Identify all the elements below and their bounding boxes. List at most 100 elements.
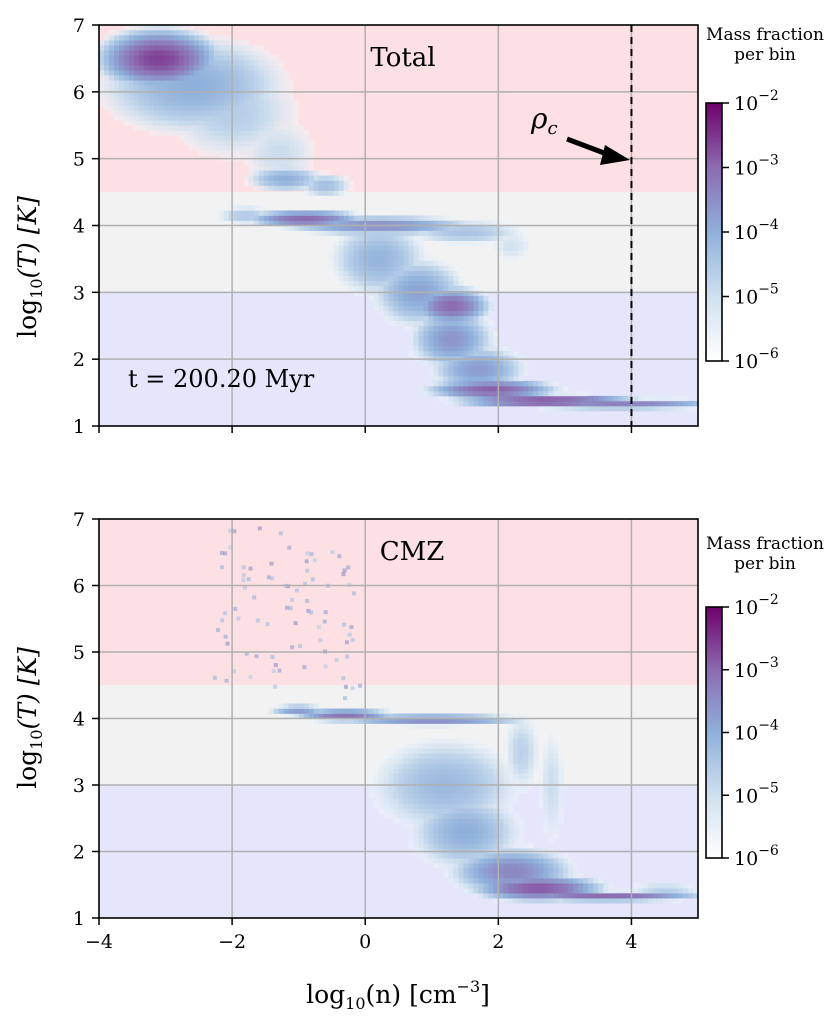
heatmap-cell (633, 395, 639, 402)
heatmap-cell (393, 235, 399, 241)
heatmap-cell (270, 576, 275, 581)
heatmap-cell (543, 878, 549, 884)
heatmap-cell (568, 390, 574, 397)
heatmap-cell (233, 205, 240, 211)
heatmap-cell (403, 823, 409, 829)
heatmap-cell (463, 723, 469, 729)
heatmap-cell (423, 310, 429, 317)
heatmap-cell (278, 60, 285, 66)
heatmap-cell (263, 90, 270, 96)
heatmap-cell (289, 597, 294, 602)
heatmap-cell (448, 300, 454, 307)
heatmap-cell (268, 105, 275, 111)
heatmap-cell (458, 753, 464, 759)
heatmap-cell (203, 130, 210, 136)
heatmap-cell (343, 270, 349, 277)
heatmap-cell (283, 110, 290, 116)
heatmap-cell (378, 305, 384, 312)
heatmap-cell (433, 385, 439, 392)
heatmap-cell (118, 100, 125, 106)
colorbar-tick-label: 10−6 (734, 843, 779, 870)
heatmap-cell (428, 793, 434, 799)
heatmap-cell (178, 110, 185, 116)
heatmap-cell (603, 883, 609, 889)
heatmap-cell (403, 225, 409, 231)
heatmap-cell (503, 808, 509, 814)
heatmap-cell (503, 380, 509, 387)
heatmap-cell (458, 858, 464, 864)
heatmap-cell (318, 195, 325, 201)
heatmap-cell (473, 220, 479, 226)
heatmap-cell (473, 823, 479, 829)
heatmap-cell (493, 365, 499, 372)
heatmap-cell (528, 738, 534, 744)
heatmap-cell (503, 225, 509, 231)
heatmap-cell (273, 80, 280, 86)
heatmap-cell (268, 60, 275, 66)
heatmap-cell (218, 35, 225, 41)
heatmap-cell (668, 898, 674, 904)
heatmap-cell (473, 748, 479, 754)
heatmap-cell (508, 868, 514, 874)
heatmap-cell (538, 763, 544, 769)
heatmap-cell (463, 818, 469, 824)
heatmap-cell (553, 898, 559, 904)
heatmap-cell (428, 260, 434, 266)
heatmap-cell (483, 315, 489, 322)
heatmap-cell (343, 190, 349, 196)
heatmap-cell (233, 105, 240, 111)
heatmap-cell (513, 868, 519, 874)
heatmap-cell (513, 898, 519, 904)
heatmap-cell (278, 140, 285, 146)
heatmap-cell (423, 843, 429, 849)
heatmap-cell (533, 728, 539, 734)
heatmap-cell (453, 375, 459, 382)
heatmap-cell (418, 280, 424, 287)
heatmap-cell (223, 90, 230, 96)
heatmap-cell (378, 778, 384, 784)
heatmap-cell (388, 220, 394, 226)
heatmap-cell (408, 340, 414, 347)
heatmap-cell (518, 400, 524, 407)
heatmap-cell (463, 240, 469, 246)
heatmap-cell (458, 315, 464, 322)
heatmap-cell (413, 295, 419, 302)
heatmap-cell (123, 40, 130, 46)
heatmap-cell (423, 235, 429, 241)
heatmap-cell (443, 280, 449, 287)
heatmap-cell (153, 80, 160, 86)
heatmap-cell (188, 40, 195, 46)
heatmap-cell (423, 290, 429, 297)
heatmap-cell (538, 788, 544, 794)
heatmap-cell (313, 175, 320, 181)
heatmap-cell (573, 405, 579, 412)
heatmap-cell (258, 130, 265, 136)
heatmap-cell (323, 220, 330, 226)
heatmap-cell (498, 240, 504, 246)
heatmap-cell (468, 833, 474, 839)
heatmap-cell (608, 898, 614, 904)
heatmap-cell (383, 768, 389, 774)
heatmap-cell (478, 778, 484, 784)
heatmap-cell (343, 210, 349, 216)
heatmap-cell (398, 783, 404, 789)
heatmap-cell (263, 125, 270, 131)
heatmap-cell (473, 773, 479, 779)
heatmap-cell (428, 813, 434, 819)
heatmap-cell (173, 100, 180, 106)
heatmap-cell (398, 753, 404, 759)
heatmap-cell (348, 265, 354, 272)
heatmap-cell (543, 768, 549, 774)
heatmap-cell (388, 808, 394, 814)
heatmap-cell (278, 135, 285, 141)
heatmap-cell (488, 400, 494, 407)
heatmap-cell (418, 818, 424, 824)
heatmap-cell (283, 170, 290, 176)
heatmap-cell (408, 743, 414, 749)
heatmap-cell (578, 888, 584, 894)
heatmap-cell (473, 240, 479, 246)
heatmap-cell (468, 295, 474, 302)
heatmap-cell (468, 345, 474, 352)
heatmap-cell (143, 120, 150, 126)
heatmap-cell (463, 778, 469, 784)
